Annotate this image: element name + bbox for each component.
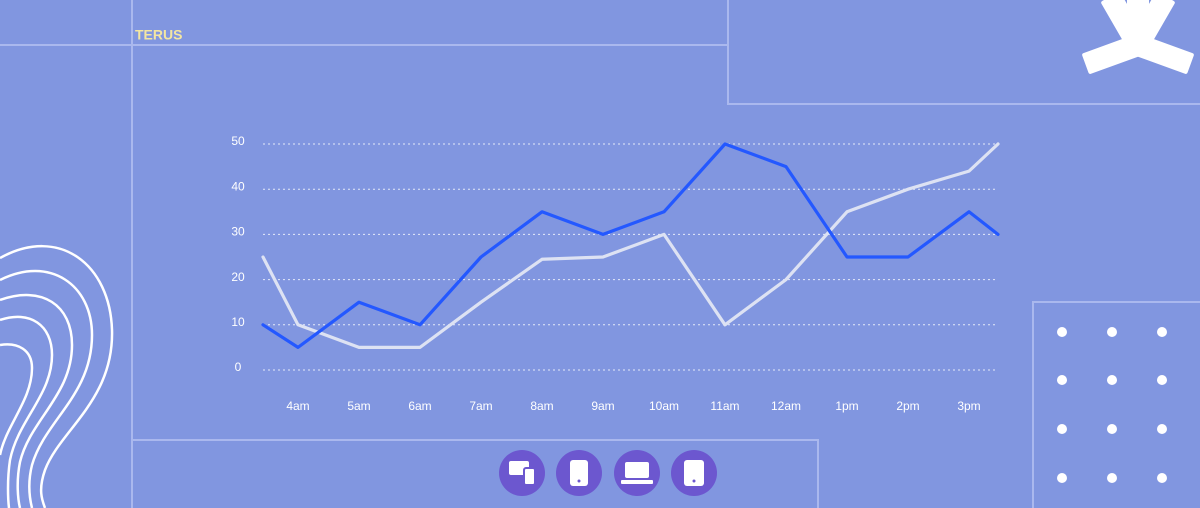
x-tick-label: 6am <box>408 399 431 413</box>
y-tick-label: 0 <box>235 360 242 374</box>
dot-grid <box>1057 327 1167 483</box>
x-tick-label: 10am <box>649 399 679 413</box>
x-tick-label: 4am <box>286 399 309 413</box>
contour-lines <box>0 245 114 508</box>
y-tick-label: 20 <box>231 270 245 284</box>
y-tick-label: 30 <box>231 225 245 239</box>
y-tick-label: 10 <box>231 315 245 329</box>
brand: TERUS <box>135 27 182 43</box>
x-tick-label: 9am <box>591 399 614 413</box>
device-icons <box>499 450 717 496</box>
y-tick-label: 40 <box>231 179 245 193</box>
x-tick-label: 12am <box>771 399 801 413</box>
x-tick-label: 11am <box>710 399 739 413</box>
asterisk <box>1082 0 1194 74</box>
y-tick-label: 50 <box>231 134 245 148</box>
x-tick-label: 8am <box>530 399 553 413</box>
x-tick-label: 1pm <box>835 399 858 413</box>
line-series <box>261 142 1000 349</box>
x-tick-label: 7am <box>469 399 492 413</box>
x-tick-label: 2pm <box>896 399 919 413</box>
x-tick-label: 3pm <box>957 399 980 413</box>
x-tick-label: 5am <box>347 399 370 413</box>
line-series <box>261 142 1000 349</box>
